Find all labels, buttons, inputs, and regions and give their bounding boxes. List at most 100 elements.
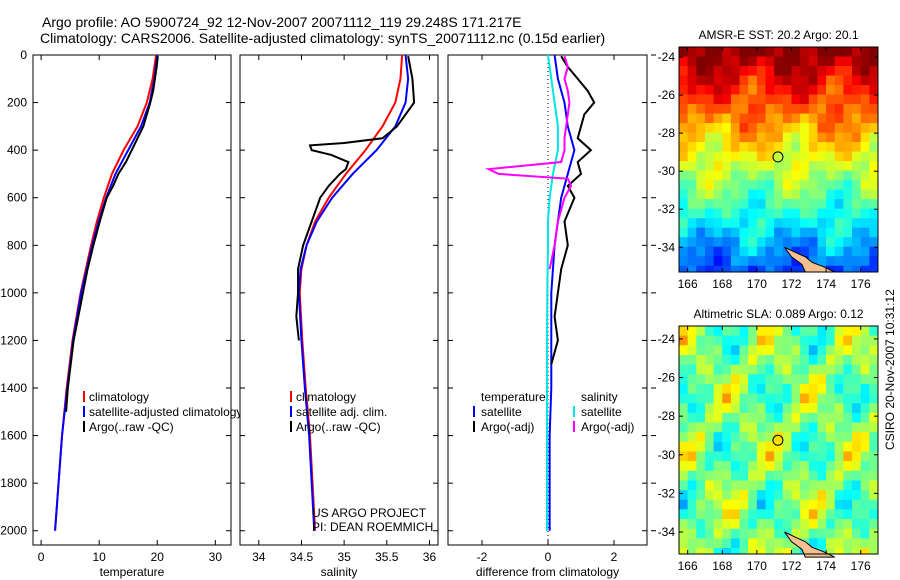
sst-cell — [791, 237, 801, 248]
sst-cell — [730, 142, 741, 153]
y-tick-label: 200 — [7, 96, 27, 110]
sst-cell — [696, 189, 706, 200]
sla-cell — [817, 528, 827, 539]
sla-cell — [808, 490, 818, 501]
sla-cell — [774, 354, 784, 366]
sla-cell — [817, 393, 827, 404]
sst-cell — [782, 170, 792, 181]
sla-cell — [739, 354, 749, 366]
sst-cell — [696, 170, 706, 181]
sla-cell — [834, 528, 844, 539]
sla-cell — [852, 403, 862, 414]
x-tick-label: 166 — [678, 559, 698, 573]
sst-cell — [765, 132, 775, 143]
sla-cell — [748, 374, 758, 385]
sst-cell — [748, 113, 758, 124]
sla-cell — [739, 345, 749, 356]
sst-cell — [834, 123, 844, 134]
sst-cell — [843, 66, 853, 77]
sla-cell — [679, 499, 689, 510]
sst-cell — [869, 208, 879, 219]
sla-cell — [679, 374, 689, 385]
sst-cell — [722, 113, 732, 124]
sla-cell — [748, 470, 758, 481]
sla-cell — [704, 326, 715, 337]
sla-cell — [756, 548, 767, 555]
y-tick-label: 1000 — [0, 286, 27, 300]
sla-cell — [739, 403, 749, 414]
sst-cell — [774, 142, 784, 153]
sla-cell — [696, 480, 706, 491]
sst-cell — [869, 189, 879, 200]
sla-cell — [791, 403, 801, 414]
sst-cell — [800, 142, 810, 153]
sst-cell — [834, 142, 844, 153]
sst-cell — [834, 94, 844, 105]
sst-cell — [704, 104, 715, 115]
sla-cell — [713, 335, 723, 346]
sst-cell — [774, 104, 784, 115]
sst-cell — [817, 199, 827, 210]
sla-cell — [704, 490, 715, 501]
sla-cell — [843, 335, 853, 346]
sst-cell — [852, 123, 862, 134]
x-tick-label: 174 — [816, 559, 836, 573]
sla-cell — [860, 490, 870, 501]
sla-cell — [687, 480, 697, 491]
sst-cell — [730, 256, 741, 267]
sla-cell — [713, 441, 723, 452]
sla-cell — [679, 403, 689, 414]
sla-cell — [687, 548, 697, 555]
sst-cell — [679, 246, 689, 257]
sla-cell — [756, 519, 767, 530]
sla-cell — [817, 412, 827, 424]
sla-cell — [713, 393, 723, 404]
sla-cell — [826, 441, 836, 452]
sla-cell — [869, 499, 879, 510]
sst-cell — [852, 180, 862, 191]
sst-cell — [843, 151, 853, 162]
sla-cell — [860, 499, 870, 510]
y-tick-label: -34 — [658, 525, 676, 539]
sla-cell — [782, 422, 792, 433]
sst-cell — [843, 237, 853, 248]
sst-cell — [713, 94, 723, 105]
sst-cell — [756, 113, 767, 124]
sla-cell — [826, 528, 836, 539]
sst-cell — [756, 132, 767, 143]
sla-cell — [679, 509, 689, 520]
sst-cell — [817, 47, 827, 58]
sst-cell — [696, 227, 706, 238]
sla-cell — [791, 461, 801, 472]
sst-cell — [808, 151, 818, 162]
legend-title-salinity: salinity — [581, 390, 618, 404]
sla-cell — [817, 490, 827, 501]
sla-cell — [774, 538, 784, 549]
sst-cell — [765, 75, 775, 86]
sst-cell — [722, 56, 732, 67]
sst-cell — [739, 170, 749, 181]
sst-cell — [739, 208, 749, 219]
sst-cell — [704, 180, 715, 191]
sst-cell — [843, 85, 853, 96]
sst-cell — [722, 94, 732, 105]
sst-cell — [774, 256, 784, 267]
sst-cell — [834, 227, 844, 238]
sst-cell — [843, 218, 853, 229]
sla-cell — [869, 538, 879, 549]
sst-cell — [843, 246, 853, 257]
sst-cell — [860, 256, 870, 267]
sst-cell — [774, 218, 784, 229]
sst-cell — [826, 47, 836, 58]
sla-cell — [739, 451, 749, 462]
legend-swatch — [83, 391, 85, 402]
sla-cell — [791, 364, 801, 375]
sst-cell — [765, 66, 775, 77]
sst-cell — [679, 189, 689, 200]
sla-cell — [687, 374, 697, 385]
sst-cell — [756, 237, 767, 248]
sst-cell — [713, 47, 723, 58]
sla-cell — [704, 509, 715, 520]
sst-cell — [679, 170, 689, 181]
